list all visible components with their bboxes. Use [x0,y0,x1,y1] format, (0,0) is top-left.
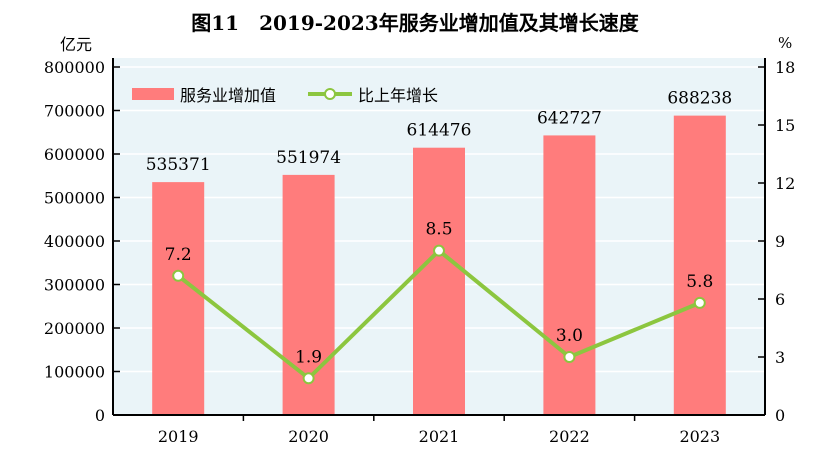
left-tick-label: 600000 [44,145,105,164]
left-tick-label: 500000 [44,189,105,208]
right-tick-label: 3 [775,348,785,367]
bar-value-label: 551974 [276,148,341,168]
x-tick-label: 2022 [549,427,590,446]
growth-value-label: 3.0 [556,326,583,346]
left-tick-label: 800000 [44,58,105,77]
bar-value-label: 642727 [537,108,602,128]
growth-point [433,244,445,257]
left-tick-label: 400000 [44,232,105,251]
right-tick-label: 18 [775,58,795,77]
x-tick-label: 2019 [158,427,199,446]
right-tick-label: 6 [775,290,785,309]
growth-value-label: 5.8 [686,272,713,292]
left-tick-label: 200000 [44,319,105,338]
right-tick-label: 0 [775,406,785,425]
bar [413,147,465,415]
left-tick-label: 100000 [44,363,105,382]
growth-point [172,269,185,282]
growth-point [693,296,706,309]
right-tick-label: 9 [775,232,785,251]
x-tick-label: 2020 [288,427,329,446]
growth-value-label: 8.5 [425,220,452,240]
bar [543,135,596,415]
x-tick-label: 2023 [679,427,720,446]
legend-line-marker [324,88,336,100]
left-tick-label: 700000 [44,102,105,121]
growth-value-label: 1.9 [295,347,322,367]
x-tick-label: 2021 [419,427,460,446]
growth-value-label: 7.2 [165,245,192,265]
bar [673,115,726,416]
bar-value-label: 688238 [667,89,732,109]
bar-value-label: 535371 [146,155,211,175]
growth-point [302,372,315,385]
bar-value-label: 614476 [407,121,472,141]
left-tick-label: 0 [95,406,105,425]
right-tick-label: 15 [775,116,795,135]
legend-line-label: 比上年增长 [358,86,438,105]
legend-bar-swatch [132,88,174,100]
chart-title: 图11 2019-2023年服务业增加值及其增长速度 [191,11,639,35]
right-axis-unit: % [778,34,792,52]
legend: 服务业增加值 比上年增长 [132,86,438,105]
right-tick-label: 12 [775,174,795,193]
legend-bar-label: 服务业增加值 [180,86,276,105]
left-axis-unit: 亿元 [60,35,92,54]
bar [152,182,205,415]
left-tick-label: 300000 [44,276,105,295]
growth-point [563,351,576,363]
